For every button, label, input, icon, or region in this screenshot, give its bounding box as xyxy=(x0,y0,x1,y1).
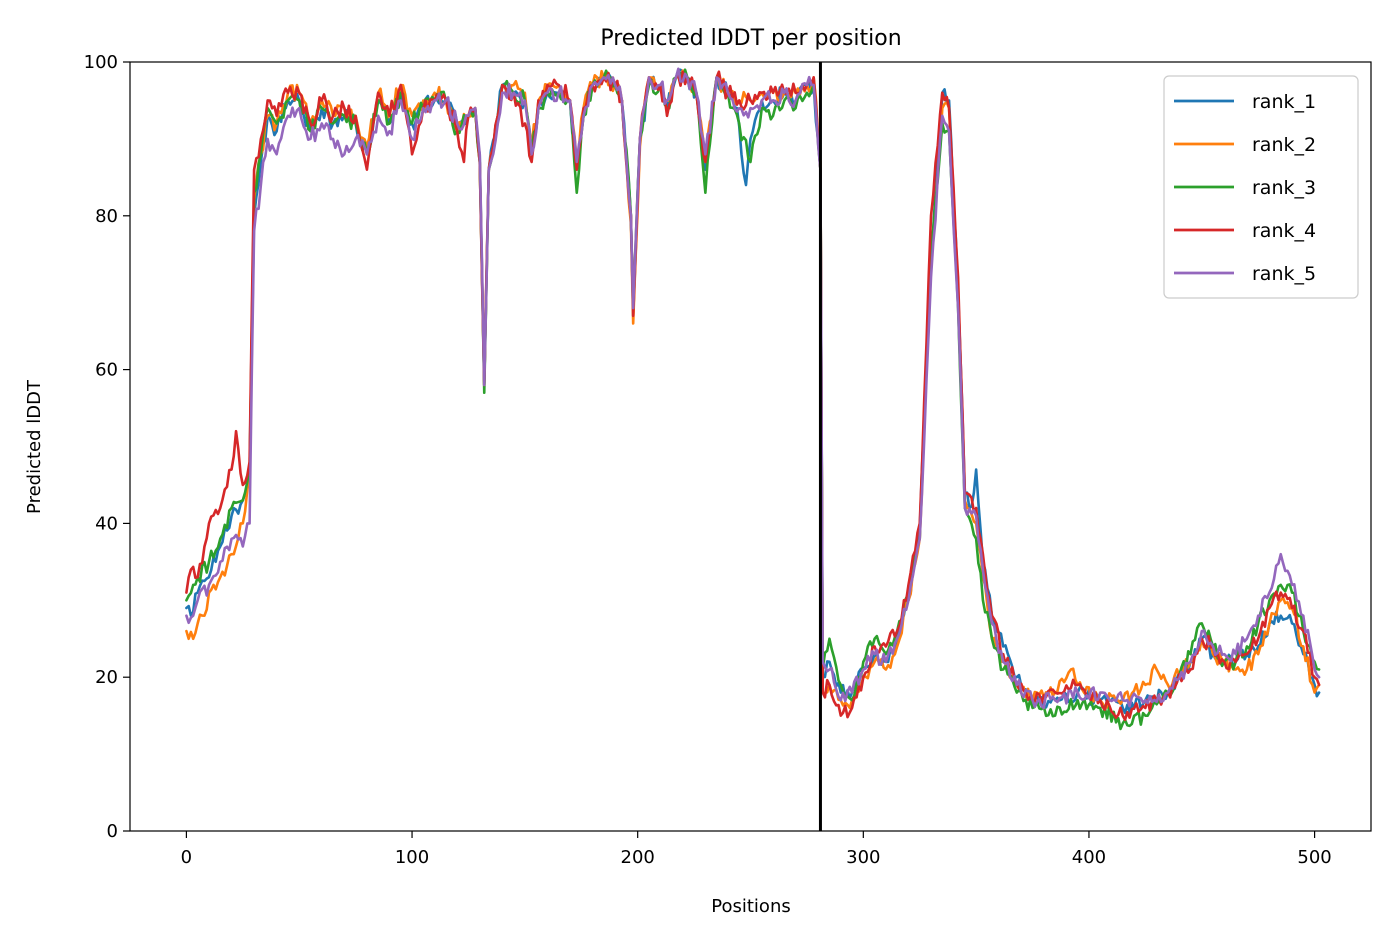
y-tick-label: 80 xyxy=(95,206,118,227)
x-axis-ticks: 0 100 200 300 400 500 xyxy=(181,831,1332,868)
x-tick-label: 400 xyxy=(1072,847,1106,868)
legend-label: rank_1 xyxy=(1252,91,1316,113)
x-axis-label: Positions xyxy=(711,896,790,917)
y-tick-label: 60 xyxy=(95,360,118,381)
y-axis-ticks: 0 20 40 60 80 100 xyxy=(84,52,130,842)
x-tick-label: 500 xyxy=(1297,847,1331,868)
series-line-rank-4 xyxy=(185,70,1321,722)
legend-label: rank_5 xyxy=(1252,263,1316,285)
y-tick-label: 20 xyxy=(95,667,118,688)
legend-label: rank_2 xyxy=(1252,134,1316,156)
legend-label: rank_4 xyxy=(1252,220,1316,242)
x-tick-label: 0 xyxy=(181,847,192,868)
y-tick-label: 100 xyxy=(84,52,118,73)
y-tick-label: 40 xyxy=(95,513,118,534)
x-tick-label: 200 xyxy=(621,847,655,868)
legend-label: rank_3 xyxy=(1252,177,1316,199)
x-tick-label: 100 xyxy=(395,847,429,868)
chart-title: Predicted lDDT per position xyxy=(600,26,901,51)
legend: rank_1 rank_2 rank_3 rank_4 rank_5 xyxy=(1163,75,1359,299)
series-line-rank-5 xyxy=(185,67,1321,710)
y-tick-label: 0 xyxy=(107,821,118,842)
plot-frame xyxy=(129,61,1372,832)
legend-box xyxy=(1163,75,1359,299)
x-tick-label: 300 xyxy=(846,847,880,868)
series-layer xyxy=(185,67,1321,731)
y-axis-label: Predicted lDDT xyxy=(24,379,45,514)
